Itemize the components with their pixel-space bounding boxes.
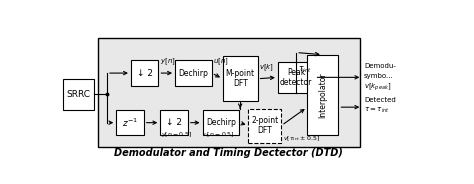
Text: $v[k_{peak}]$: $v[k_{peak}]$ (364, 82, 392, 93)
Text: M-point
DFT: M-point DFT (226, 69, 255, 89)
Text: $u[n]$: $u[n]$ (213, 57, 229, 67)
Text: $y[n]$: $y[n]$ (160, 57, 175, 67)
Text: $z^{-1}$: $z^{-1}$ (122, 116, 138, 129)
Bar (131, 60, 158, 86)
Text: $\tau=\tau_{int}$: $\tau=\tau_{int}$ (364, 105, 390, 115)
Text: Interpolator: Interpolator (319, 72, 328, 118)
Bar (202, 110, 239, 135)
Text: $\tau_{int}$: $\tau_{int}$ (298, 64, 312, 75)
Text: $v[\tau_{int}\pm 0.5]$: $v[\tau_{int}\pm 0.5]$ (283, 134, 320, 143)
Text: Dechirp: Dechirp (206, 118, 236, 127)
Bar (248, 109, 282, 143)
Text: $y[n-0.5]$: $y[n-0.5]$ (161, 130, 193, 139)
Bar (63, 79, 94, 110)
Bar (223, 56, 258, 101)
Bar (175, 60, 212, 86)
Bar (307, 55, 338, 135)
Text: $v[k]$: $v[k]$ (259, 63, 274, 73)
Bar (98, 38, 360, 147)
Text: Demodu-: Demodu- (364, 63, 396, 69)
Text: ↓ 2: ↓ 2 (166, 118, 182, 127)
Bar (160, 110, 188, 135)
Bar (278, 62, 315, 93)
Text: Detected: Detected (364, 97, 396, 103)
Text: Peak
detector: Peak detector (280, 68, 312, 87)
Text: Dechirp: Dechirp (178, 69, 208, 78)
Text: $u[n-0.5]$: $u[n-0.5]$ (203, 130, 235, 139)
Text: SRRC: SRRC (66, 90, 91, 99)
Text: 2-point
DFT: 2-point DFT (251, 116, 279, 135)
Text: symbo...: symbo... (364, 73, 394, 79)
Text: ↓ 2: ↓ 2 (137, 69, 153, 78)
Text: Demodulator and Timing Dectector (DTD): Demodulator and Timing Dectector (DTD) (114, 148, 343, 158)
Bar (116, 110, 144, 135)
